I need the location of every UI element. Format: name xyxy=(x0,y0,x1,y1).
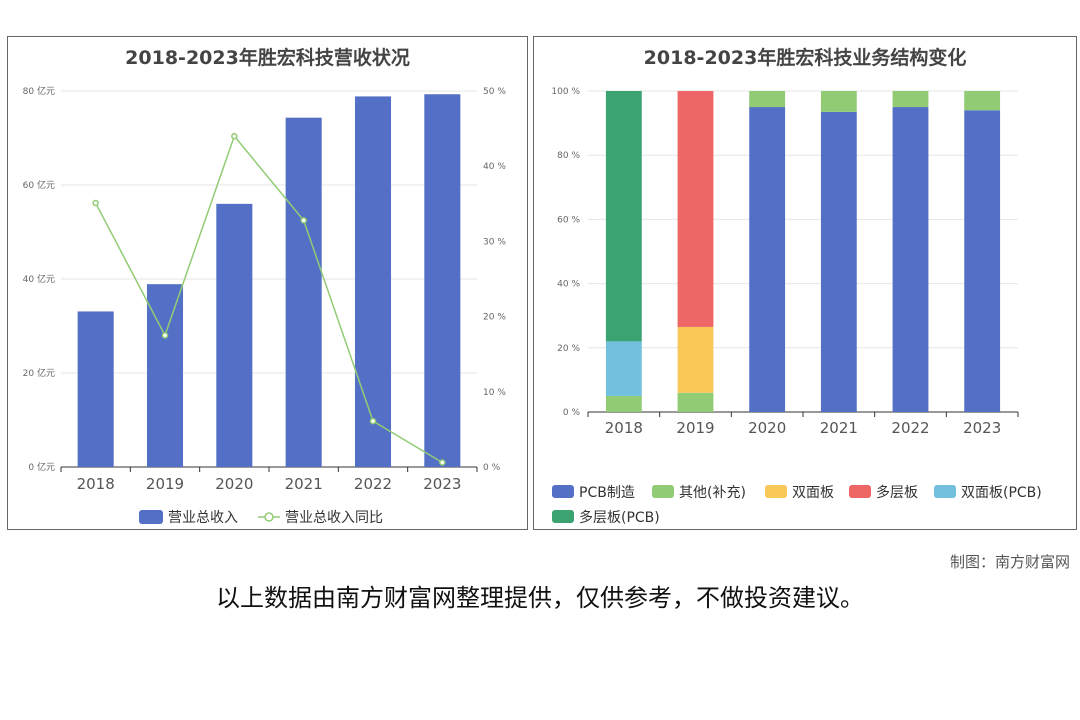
x-tick-label: 2020 xyxy=(215,475,253,493)
stacked-bar-segment xyxy=(964,110,1001,412)
legend-label: 多层板(PCB) xyxy=(579,509,660,526)
x-tick-label: 2023 xyxy=(423,475,461,493)
y-right-tick-label: 10 % xyxy=(483,388,506,398)
stacked-bar-segment xyxy=(677,91,714,327)
y-tick-label: 100 % xyxy=(551,87,580,97)
legend-marker-yoy xyxy=(264,512,274,522)
yoy-point xyxy=(92,199,99,207)
stacked-bar-segment xyxy=(677,392,714,412)
legend-swatch xyxy=(552,485,574,498)
yoy-point xyxy=(300,217,307,224)
business-structure-chart-svg: 0 % 20 % 40 % 60 % 80 % 100 % 2018 2019 2020 2021… xyxy=(551,87,1042,526)
stacked-bar-segment xyxy=(605,395,642,412)
legend-label: 双面板 xyxy=(792,485,834,501)
stacked-bar-segment xyxy=(820,111,857,413)
stacked-bar-segment xyxy=(892,107,929,413)
revenue-bar xyxy=(424,94,461,468)
x-tick-label: 2021 xyxy=(285,475,323,493)
y-left-tick-label: 60 亿元 xyxy=(23,179,55,191)
revenue-bar xyxy=(146,284,184,467)
y-tick-label: 80 % xyxy=(557,151,580,161)
business-structure-chart-title: 2018-2023年胜宏科技业务结构变化 xyxy=(643,47,967,69)
legend-swatch xyxy=(652,485,674,498)
y-left-tick-label: 80 亿元 xyxy=(23,85,55,97)
x-tick-label: 2021 xyxy=(820,419,858,437)
stacked-bar-segment xyxy=(892,91,929,108)
stacked-bar-segment xyxy=(749,107,786,413)
legend-label: PCB制造 xyxy=(579,485,635,501)
legend-label: 多层板 xyxy=(876,484,918,501)
y-right-tick-label: 30 % xyxy=(483,237,506,247)
x-tick-label: 2023 xyxy=(963,419,1001,437)
y-tick-label: 20 % xyxy=(557,344,580,354)
chart-credit: 制图：南方财富网 xyxy=(949,553,1070,571)
y-tick-label: 0 % xyxy=(563,408,581,418)
y-right-tick-label: 20 % xyxy=(483,313,506,323)
x-tick-label: 2022 xyxy=(354,475,392,493)
y-left-tick-label: 40 亿元 xyxy=(23,273,55,285)
revenue-bar xyxy=(216,203,253,468)
revenue-bar xyxy=(77,311,114,467)
yoy-point xyxy=(231,132,238,140)
business-structure-chart-panel: 2018-2023年胜宏科技业务结构变化 0 % 20 % 40 % 60 % 80 %… xyxy=(533,36,1077,530)
legend-swatch xyxy=(934,485,956,498)
x-tick-label: 2019 xyxy=(146,475,184,493)
y-right-tick-label: 40 % xyxy=(483,162,506,172)
disclaimer-text: 以上数据由南方财富网整理提供，仅供参考，不做投资建议。 xyxy=(216,584,864,612)
legend-swatch xyxy=(765,485,787,498)
revenue-bar xyxy=(285,117,322,468)
stacked-bar-segment xyxy=(749,91,786,108)
yoy-point xyxy=(439,459,446,466)
legend-label-yoy: 营业总收入同比 xyxy=(285,510,383,526)
revenue-chart-panel: 2018-2023年胜宏科技营收状况 0 亿元 20 亿元 40 亿元 60 亿元 80… xyxy=(7,36,528,530)
x-tick-label: 2018 xyxy=(77,475,115,493)
x-tick-label: 2022 xyxy=(891,419,929,437)
yoy-point xyxy=(161,332,169,339)
legend-label: 双面板(PCB) xyxy=(961,485,1042,501)
y-tick-label: 40 % xyxy=(557,280,580,290)
x-tick-label: 2018 xyxy=(605,419,643,437)
y-tick-label: 60 % xyxy=(557,215,580,225)
legend-label: 其他(补充) xyxy=(679,485,746,501)
stacked-bar-segment xyxy=(677,326,714,393)
legend-swatch xyxy=(552,510,574,523)
revenue-chart-svg: 0 亿元 20 亿元 40 亿元 60 亿元 80 亿元 0 % 10 % 20 % 30 % 4… xyxy=(23,85,507,526)
x-tick-label: 2019 xyxy=(676,419,714,437)
stacked-bar-segment xyxy=(820,91,857,112)
y-left-tick-label: 20 亿元 xyxy=(23,367,55,379)
y-left-tick-label: 0 亿元 xyxy=(28,461,55,473)
revenue-chart-title: 2018-2023年胜宏科技营收状况 xyxy=(125,47,410,69)
stacked-bar-segment xyxy=(605,341,642,396)
y-right-tick-label: 0 % xyxy=(483,463,501,473)
legend-label-revenue: 营业总收入 xyxy=(168,510,238,526)
yoy-point xyxy=(369,417,377,425)
revenue-bar xyxy=(354,96,392,467)
stacked-bar-segment xyxy=(964,91,1001,111)
yoy-line xyxy=(95,134,443,464)
legend-swatch-revenue xyxy=(139,510,163,524)
legend-swatch xyxy=(849,485,871,498)
stacked-bar-segment xyxy=(605,91,642,342)
y-right-tick-label: 50 % xyxy=(483,87,506,97)
x-tick-label: 2020 xyxy=(748,419,786,437)
